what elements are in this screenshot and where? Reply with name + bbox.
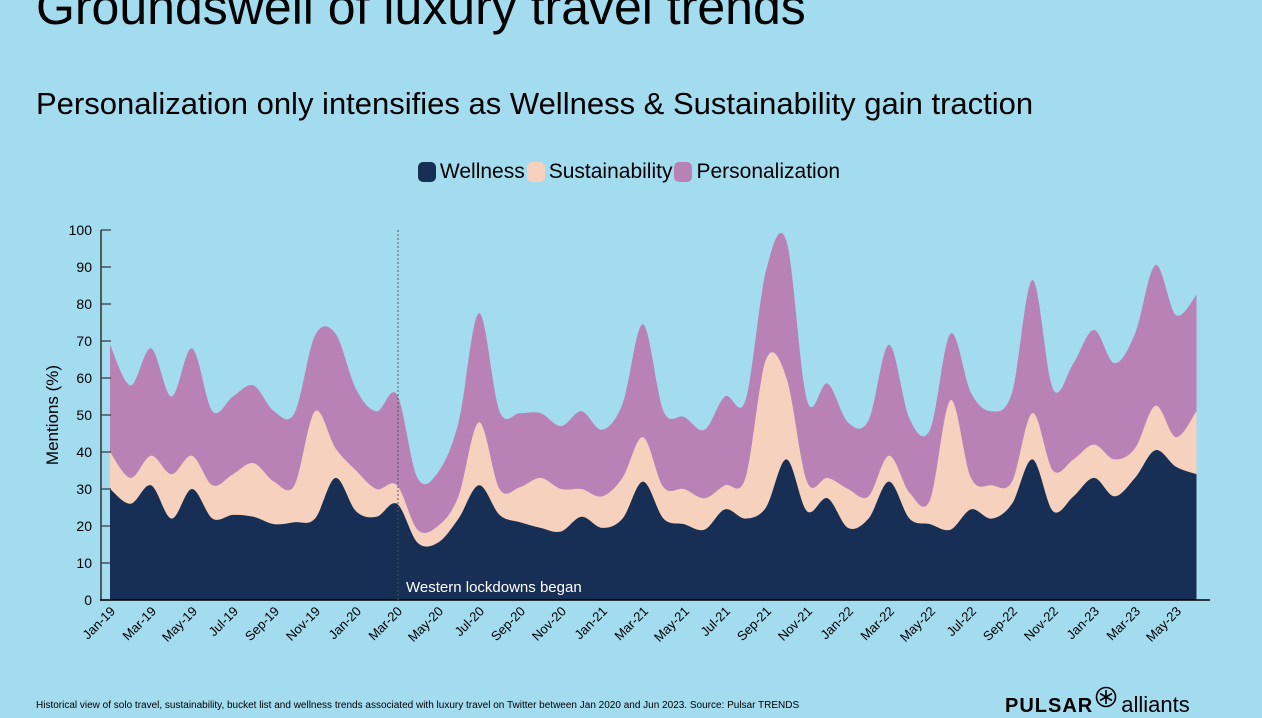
chart-subtitle: Personalization only intensifies as Well… (36, 86, 1034, 121)
y-tick-label: 0 (84, 592, 92, 608)
x-tick-label: Jan-19 (79, 604, 118, 643)
y-tick-label: 60 (76, 370, 92, 386)
x-tick-label: Mar-21 (611, 604, 651, 644)
y-tick-label: 20 (76, 518, 92, 534)
legend-item-personalization: Personalization (674, 160, 840, 184)
legend-swatch-personalization (674, 162, 693, 182)
y-tick-label: 70 (76, 333, 92, 349)
logo-pulsar: PULSAR (1005, 695, 1094, 717)
x-tick-label: Nov-19 (283, 604, 323, 644)
x-tick-label: Sep-20 (488, 604, 528, 644)
x-tick-label: Jan-21 (571, 604, 610, 643)
y-tick-label: 100 (69, 222, 93, 238)
x-tick-label: Mar-22 (857, 604, 897, 644)
x-tick-label: Mar-19 (119, 604, 159, 644)
y-tick-label: 90 (76, 259, 92, 275)
legend-item-wellness: Wellness (417, 160, 525, 184)
pulsar-alliants-logo: PULSAR alliants (1005, 686, 1190, 718)
x-tick-label: Mar-20 (365, 604, 405, 644)
page-title: Groundswell of luxury travel trends (36, 0, 806, 35)
area-wellness (110, 449, 1197, 600)
logo-alliants: alliants (1121, 692, 1190, 717)
x-tick-label: Jul-19 (205, 604, 241, 640)
x-tick-label: Jul-20 (451, 604, 487, 640)
legend-swatch-sustainability (526, 162, 545, 182)
y-tick-label: 10 (76, 555, 92, 571)
x-tick-label: Jul-21 (697, 604, 733, 640)
x-tick-label: May-21 (651, 604, 692, 645)
x-tick-label: May-22 (897, 604, 938, 645)
x-tick-label: Jan-23 (1063, 604, 1102, 643)
x-tick-label: May-19 (159, 604, 200, 645)
x-tick-label: Jul-22 (943, 604, 979, 640)
legend-label: Personalization (696, 160, 841, 183)
y-tick-label: 30 (76, 481, 92, 497)
footer-source-note: Historical view of solo travel, sustaina… (36, 700, 800, 711)
x-tick-label: May-23 (1143, 604, 1184, 645)
legend-label: Wellness (439, 160, 525, 183)
x-tick-label: Sep-22 (980, 604, 1020, 644)
legend-swatch-wellness (417, 162, 436, 182)
y-tick-label: 50 (76, 407, 92, 423)
asterisk-logo-icon (1095, 686, 1117, 708)
x-tick-label: Jan-22 (817, 604, 856, 643)
x-tick-label: Nov-21 (775, 604, 815, 644)
legend-label: Sustainability (548, 160, 673, 183)
chart-legend: Wellness Sustainability Personalization (0, 160, 1262, 184)
x-tick-label: Jan-20 (325, 604, 364, 643)
x-tick-label: Nov-20 (529, 604, 569, 644)
x-tick-label: Mar-23 (1103, 604, 1143, 644)
x-tick-label: Sep-21 (734, 604, 774, 644)
x-tick-label: May-20 (405, 604, 446, 645)
annotation-label: Western lockdowns began (406, 579, 582, 596)
y-tick-label: 80 (76, 296, 92, 312)
x-tick-label: Nov-22 (1021, 604, 1061, 644)
legend-item-sustainability: Sustainability (526, 160, 673, 184)
x-tick-label: Sep-19 (242, 604, 282, 644)
y-tick-label: 40 (76, 444, 92, 460)
y-axis-label: Mentions (%) (43, 365, 62, 465)
